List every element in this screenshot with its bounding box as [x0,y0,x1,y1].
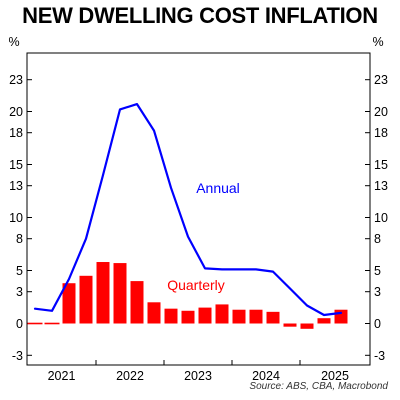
source-note: Source: ABS, CBA, Macrobond [249,381,388,392]
quarterly-bar [232,309,246,324]
quarterly-bar [317,318,331,324]
annotation-annual: Annual [196,180,240,196]
x-axis: 2021 2022 2023 2024 2025 [48,360,349,383]
y-tick-label-left: 23 [9,73,23,87]
y-axis-left: -3 0 3 5 8 10 13 15 18 20 23 [9,73,32,363]
y-tick-label-right: 3 [374,285,381,299]
y-tick-label-left: 15 [9,158,23,172]
quarterly-bar [300,323,314,329]
y-tick-label-right: 0 [374,317,381,331]
quarterly-bars [27,262,348,329]
annual-line [33,102,343,317]
quarterly-bar [198,307,212,324]
y-tick-label-left: 20 [9,105,23,119]
x-tick-label: 2025 [321,369,349,383]
quarterly-bar [113,263,127,324]
x-tick-label: 2024 [252,369,280,383]
y-tick-label-right: 5 [374,264,381,278]
quarterly-bar [249,309,263,324]
quarterly-bar [62,283,76,324]
x-tick-label: 2021 [48,369,76,383]
quarterly-bar [147,302,161,324]
x-tick-label: 2022 [116,369,144,383]
y-tick-label-right: 18 [374,126,388,140]
quarterly-bar [215,304,229,324]
quarterly-bar [96,262,110,324]
plot-frame [26,52,371,366]
y-tick-label-right: 20 [374,105,388,119]
y-tick-label-right: -3 [374,349,385,363]
y-tick-label-left: 18 [9,126,23,140]
y-tick-label-left: 5 [16,264,23,278]
quarterly-bar [130,281,144,324]
quarterly-bar [164,308,178,324]
quarterly-bar [334,309,348,324]
quarterly-bar [181,310,195,324]
y-tick-label-left: 0 [16,317,23,331]
annotation-quarterly: Quarterly [167,277,225,293]
quarterly-bar [266,311,280,324]
y-tick-label-left: 8 [16,232,23,246]
annual-line-layer [33,102,343,317]
y-tick-label-right: 10 [374,211,388,225]
quarterly-bar [283,323,297,327]
y-tick-label-right: 15 [374,158,388,172]
y-tick-label-left: 13 [9,179,23,193]
y-tick-label-left: 10 [9,211,23,225]
y-axis-right: -3 0 3 5 8 10 13 15 18 20 23 [365,73,388,363]
quarterly-bar [79,275,93,324]
y-tick-label-right: 13 [374,179,388,193]
y-tick-label-right: 8 [374,232,381,246]
y-tick-label-left: 3 [16,285,23,299]
y-tick-label-right: 23 [374,73,388,87]
chart-title: NEW DWELLING COST INFLATION [22,3,378,28]
left-unit-label: % [8,35,19,49]
y-tick-label-left: -3 [12,349,23,363]
x-tick-label: 2023 [184,369,212,383]
right-unit-label: % [372,35,383,49]
